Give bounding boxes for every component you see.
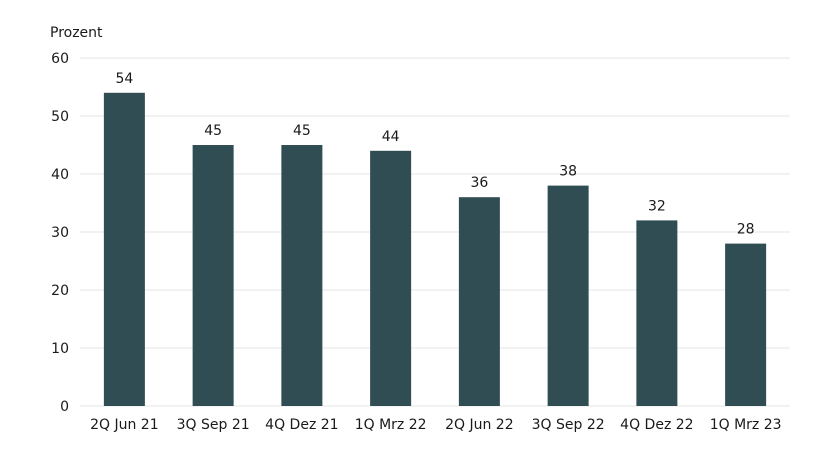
x-axis-tick-labels: 2Q Jun 21 3Q Sep 21 4Q Dez 21 1Q Mrz 22 2Q J… [90, 417, 781, 433]
bar-value-label: 54 [115, 71, 133, 87]
y-tick-label: 30 [51, 225, 69, 241]
bar-value-label: 28 [737, 222, 755, 238]
bar [547, 185, 589, 406]
bars [103, 92, 767, 407]
x-tick-label: 2Q Jun 22 [445, 417, 514, 433]
x-tick-label: 3Q Sep 21 [177, 417, 250, 433]
data-labels: 54 45 45 44 36 38 32 28 [115, 71, 754, 238]
y-tick-label: 60 [51, 51, 69, 67]
bar [458, 197, 500, 406]
x-tick-label: 2Q Jun 21 [90, 417, 159, 433]
y-tick-label: 10 [51, 341, 69, 357]
bar [636, 220, 678, 406]
y-tick-label: 40 [51, 167, 69, 183]
bar-value-label: 45 [204, 123, 222, 139]
gridlines [80, 57, 790, 407]
bar-value-label: 38 [559, 164, 577, 180]
x-tick-label: 3Q Sep 22 [532, 417, 605, 433]
y-axis-unit-label: Prozent [50, 25, 103, 41]
bar [281, 145, 323, 406]
y-axis-tick-labels: 0 10 20 30 40 50 60 [51, 51, 69, 415]
bar-value-label: 45 [293, 123, 311, 139]
x-tick-label: 4Q Dez 21 [265, 417, 338, 433]
x-tick-label: 1Q Mrz 22 [355, 417, 427, 433]
bar [370, 150, 412, 406]
y-tick-label: 50 [51, 109, 69, 125]
y-tick-label: 0 [60, 399, 69, 415]
bar [192, 145, 234, 406]
bar-value-label: 36 [470, 175, 488, 191]
y-tick-label: 20 [51, 283, 69, 299]
bar [103, 92, 145, 407]
bar-value-label: 44 [382, 129, 400, 145]
x-tick-label: 4Q Dez 22 [620, 417, 693, 433]
bar [725, 243, 767, 406]
bar-value-label: 32 [648, 198, 666, 214]
x-tick-label: 1Q Mrz 23 [710, 417, 782, 433]
